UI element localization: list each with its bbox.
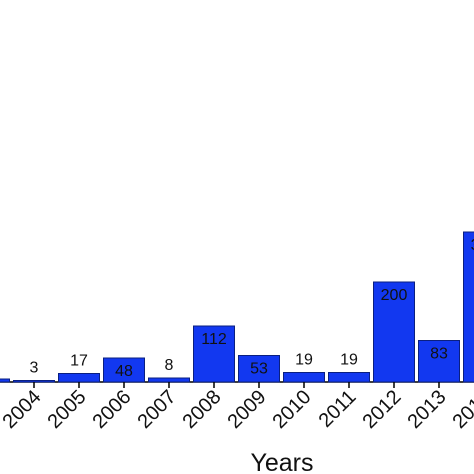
bar <box>103 357 145 383</box>
value-label: 48 <box>115 363 133 380</box>
value-label: 3 <box>30 360 39 377</box>
bar <box>58 373 100 383</box>
bar <box>148 377 190 383</box>
x-tick-label: 2006 <box>89 386 136 433</box>
bar <box>463 231 474 383</box>
value-label: 19 <box>295 352 313 369</box>
bar <box>0 378 10 383</box>
x-tick-label: 2014 <box>449 386 474 433</box>
x-tick-label: 2007 <box>134 386 181 433</box>
bar <box>283 372 325 383</box>
value-label: 112 <box>201 331 227 348</box>
x-axis-label: Years <box>250 449 313 474</box>
value-label: 300 <box>471 237 474 254</box>
x-tick-label: 2012 <box>359 386 406 433</box>
bar <box>418 340 460 383</box>
value-label: 8 <box>165 357 174 374</box>
x-tick-label: 2004 <box>0 386 46 433</box>
value-label: 83 <box>430 346 448 363</box>
x-tick-label: 2011 <box>315 386 361 432</box>
bar <box>328 372 370 383</box>
bar <box>238 355 280 383</box>
x-tick-label: 2009 <box>224 386 271 433</box>
value-label: 200 <box>381 287 408 304</box>
value-label: 53 <box>250 361 268 378</box>
x-tick-label: 2013 <box>404 386 451 433</box>
x-tick-label: 2008 <box>179 386 226 433</box>
value-label: 17 <box>70 353 88 370</box>
bar <box>13 380 55 383</box>
x-tick-label: 2005 <box>44 386 91 433</box>
x-tick-label: 2010 <box>269 386 316 433</box>
value-label: 19 <box>340 352 358 369</box>
